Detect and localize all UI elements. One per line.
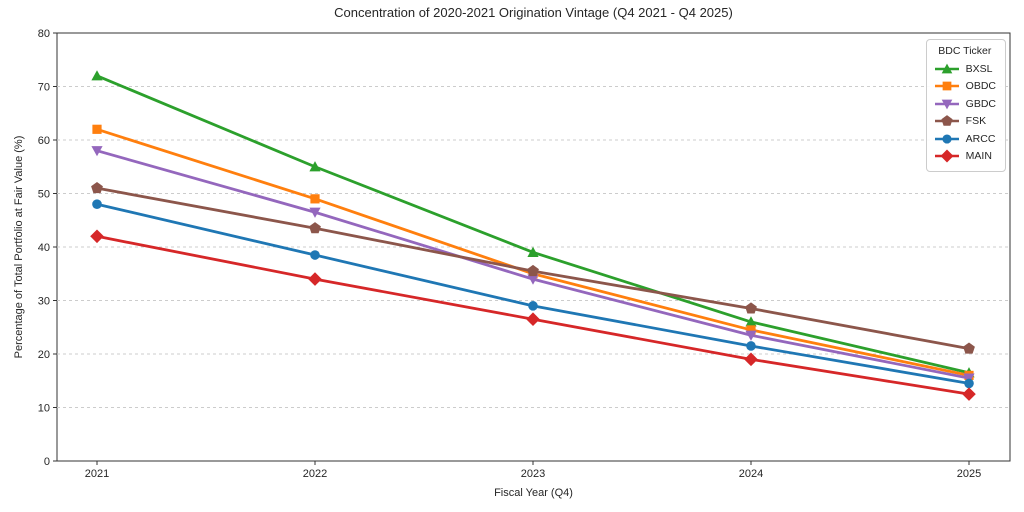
legend-label: OBDC [965, 80, 996, 93]
diamond-marker [744, 352, 758, 367]
legend-item-BXSL: BXSL [934, 60, 996, 78]
legend-title: BDC Ticker [938, 45, 992, 57]
x-tick-label: 2021 [85, 468, 109, 480]
diamond-marker [962, 387, 976, 401]
pentagon-marker [963, 342, 975, 354]
diamond-marker [940, 149, 954, 163]
legend-item-FSK: FSK [934, 113, 996, 131]
legend-sample [934, 115, 959, 126]
square-marker [92, 124, 102, 134]
y-tick-label: 10 [38, 402, 50, 414]
y-tick-label: 80 [38, 28, 50, 40]
circle-marker [964, 378, 974, 389]
legend-item-GBDC: GBDC [934, 95, 996, 113]
y-tick-label: 20 [38, 349, 50, 361]
legend-label: MAIN [965, 150, 992, 163]
triangle-up-marker [309, 161, 321, 172]
y-tick-label: 50 [38, 188, 50, 200]
legend-sample [934, 149, 959, 163]
diamond-marker [526, 312, 540, 327]
square-marker [310, 194, 320, 204]
triangle-down-marker [91, 146, 103, 157]
y-tick-label: 30 [38, 295, 50, 307]
circle-marker [746, 341, 756, 351]
triangle-down-marker [527, 274, 539, 285]
x-tick-label: 2025 [957, 468, 981, 480]
x-tick-label: 2024 [739, 468, 763, 480]
x-tick-label: 2022 [303, 468, 327, 480]
legend: BDC Ticker BXSL OBDC GBDC FSK ARCC MAIN [925, 39, 1006, 172]
circle-marker [92, 199, 102, 209]
legend-item-ARCC: ARCC [934, 130, 996, 148]
triangle-up-marker [745, 316, 757, 327]
legend-sample [934, 99, 959, 110]
circle-marker [942, 134, 952, 144]
chart-title: Concentration of 2020-2021 Origination V… [334, 5, 733, 20]
y-tick-label: 60 [38, 135, 50, 147]
legend-sample [934, 134, 959, 144]
legend-label: GBDC [965, 97, 996, 110]
legend-label: FSK [965, 115, 987, 128]
legend-label: BXSL [965, 62, 993, 75]
legend-label: ARCC [965, 132, 996, 145]
y-tick-label: 0 [44, 456, 50, 468]
circle-marker [310, 250, 320, 260]
pentagon-marker [309, 222, 321, 234]
legend-item-MAIN: MAIN [934, 148, 996, 166]
circle-marker [528, 301, 538, 311]
triangle-down-marker [941, 99, 952, 110]
y-tick-label: 40 [38, 242, 50, 254]
legend-sample [934, 81, 959, 91]
pentagon-marker [91, 181, 103, 194]
triangle-down-marker [309, 207, 321, 218]
pentagon-marker [941, 115, 953, 126]
triangle-down-marker [963, 373, 975, 384]
diamond-marker [308, 272, 322, 286]
triangle-up-marker [527, 246, 539, 257]
pentagon-marker [745, 302, 757, 314]
x-axis-label: Fiscal Year (Q4) [494, 487, 573, 499]
triangle-up-marker [941, 63, 952, 74]
y-tick-label: 70 [38, 81, 50, 93]
square-marker [942, 81, 952, 91]
diamond-marker [90, 229, 104, 244]
x-tick-label: 2023 [521, 468, 545, 480]
y-axis-label: Percentage of Total Portfolio at Fair Va… [13, 135, 25, 359]
pentagon-marker [527, 264, 539, 277]
triangle-down-marker [745, 330, 757, 341]
legend-sample [934, 63, 959, 74]
square-marker [746, 325, 756, 335]
legend-item-OBDC: OBDC [934, 78, 996, 96]
triangle-up-marker [91, 70, 103, 81]
